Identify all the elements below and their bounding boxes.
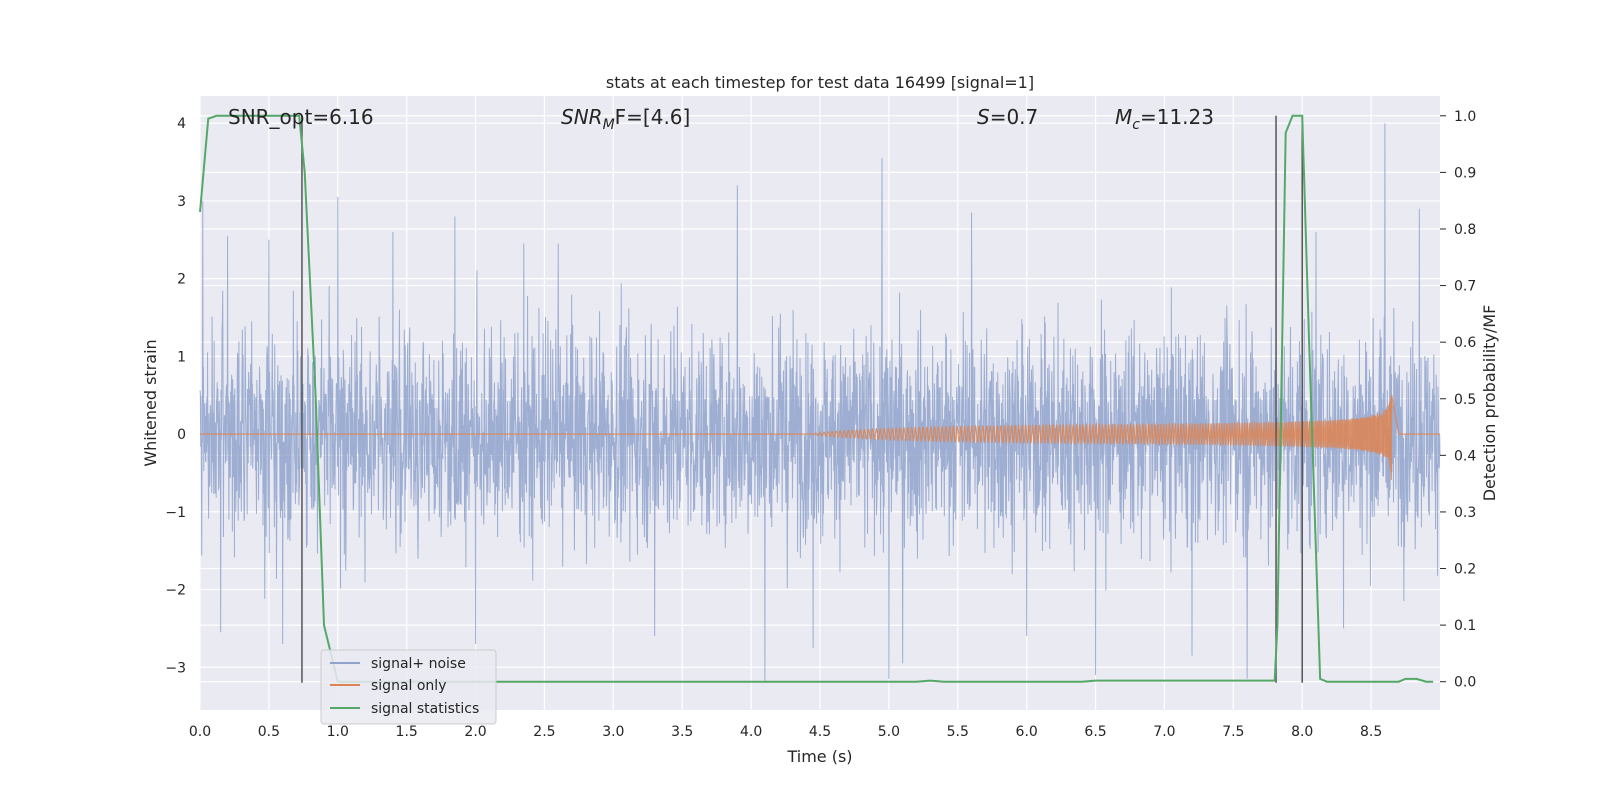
- x-tick-label: 8.5: [1360, 724, 1382, 740]
- x-tick-label: 1.0: [327, 724, 349, 740]
- mc-symbol: M: [1115, 105, 1132, 129]
- annotation-s: S=0.7: [977, 105, 1038, 129]
- y-right-tick-label: 0.9: [1454, 165, 1476, 181]
- x-axis-label: Time (s): [786, 747, 852, 766]
- x-tick-label: 6.5: [1084, 724, 1106, 740]
- x-tick-label: 3.0: [602, 724, 624, 740]
- mc-subscript: c: [1132, 117, 1140, 133]
- snr-mf-subscript: M: [603, 117, 615, 133]
- y-left-tick-label: −3: [165, 660, 186, 676]
- x-tick-label: 4.5: [809, 724, 831, 740]
- y-right-tick-label: 0.1: [1454, 618, 1476, 634]
- legend: signal+ noise signal only signal statist…: [320, 649, 497, 725]
- legend-label-noise: signal+ noise: [371, 656, 466, 672]
- legend-label-stats: signal statistics: [371, 701, 479, 717]
- snr-mf-symbol: SNR: [561, 105, 603, 129]
- y-right-axis-ticks: 1.0 0.9 0.8 0.7 0.6 0.5 0.4 0.3 0.2 0.1 0.0: [1440, 109, 1476, 691]
- series-signal-only: [200, 394, 1440, 480]
- x-tick-label: 8.0: [1291, 724, 1313, 740]
- legend-label-signal: signal only: [371, 678, 446, 694]
- y-right-tick-label: 0.2: [1454, 562, 1476, 578]
- y-left-axis-label: Whitened strain: [141, 339, 160, 466]
- s-symbol: S: [977, 105, 990, 129]
- chart-title: stats at each timestep for test data 164…: [606, 73, 1034, 92]
- x-tick-label: 3.5: [671, 724, 693, 740]
- y-right-tick-label: 0.6: [1454, 335, 1476, 351]
- y-left-tick-label: −1: [165, 505, 186, 521]
- y-right-tick-label: 0.7: [1454, 279, 1476, 295]
- y-left-tick-label: 0: [177, 427, 186, 443]
- s-rest: =0.7: [990, 105, 1039, 129]
- y-right-tick-label: 0.0: [1454, 675, 1476, 691]
- x-tick-label: 2.5: [533, 724, 555, 740]
- y-left-tick-label: 2: [177, 272, 186, 288]
- x-tick-label: 5.5: [947, 724, 969, 740]
- noise-line: [199, 123, 1441, 683]
- signal-line: [200, 394, 1440, 480]
- annotation-mc: Mc=11.23: [1115, 105, 1214, 133]
- x-tick-label: 2.0: [464, 724, 486, 740]
- x-tick-label: 4.0: [740, 724, 762, 740]
- annotation-snr-mf: SNRMF=[4.6]: [561, 105, 690, 133]
- x-tick-label: 6.0: [1016, 724, 1038, 740]
- statistics-line: [199, 114, 1434, 683]
- y-right-tick-label: 0.3: [1454, 505, 1476, 521]
- y-right-tick-label: 1.0: [1454, 109, 1476, 125]
- y-right-tick-label: 0.4: [1454, 448, 1476, 464]
- x-tick-label: 0.5: [258, 724, 280, 740]
- x-tick-label: 7.5: [1222, 724, 1244, 740]
- y-right-axis-label: Detection probability/MF: [1480, 305, 1499, 502]
- snr-mf-rest: F=[4.6]: [615, 105, 691, 129]
- y-left-axis-ticks: 4 3 2 1 0 −1 −2 −3: [165, 116, 186, 676]
- x-tick-label: 0.0: [189, 724, 211, 740]
- y-right-tick-label: 0.8: [1454, 222, 1476, 238]
- mc-rest: =11.23: [1140, 105, 1214, 129]
- y-left-tick-label: 3: [177, 194, 186, 210]
- y-left-tick-label: 4: [177, 116, 186, 132]
- annotation-snr-opt: SNR_opt=6.16: [228, 105, 374, 129]
- series-signal-statistics: [199, 114, 1434, 683]
- y-left-tick-label: 1: [177, 349, 186, 365]
- x-axis-ticks: 0.0 0.5 1.0 1.5 2.0 2.5 3.0 3.5 4.0 4.5 5.0 5.5 6.0 6…: [189, 724, 1382, 740]
- marker-lines: [301, 115, 1303, 683]
- x-tick-label: 5.0: [878, 724, 900, 740]
- x-tick-label: 7.0: [1153, 724, 1175, 740]
- y-right-tick-label: 0.5: [1454, 392, 1476, 408]
- legend-box: [320, 649, 497, 725]
- series-signal-plus-noise: [199, 123, 1441, 683]
- y-left-tick-label: −2: [165, 583, 186, 599]
- x-tick-label: 1.5: [396, 724, 418, 740]
